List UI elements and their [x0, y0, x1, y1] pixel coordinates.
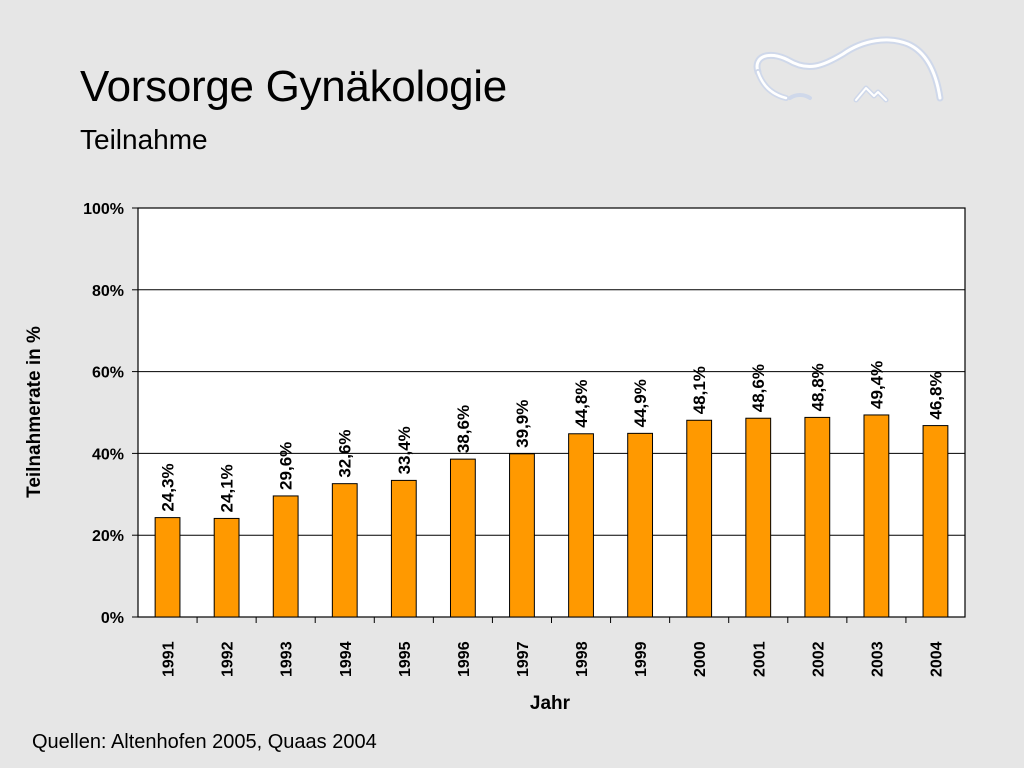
bar: [686, 419, 713, 618]
y-tick-label: 20%: [92, 528, 124, 545]
plot-area: [137, 207, 966, 618]
wave-logo-icon: [753, 36, 944, 103]
bar: [272, 495, 299, 618]
x-tick-label: 1994: [338, 641, 355, 677]
bar-data-label: 39,9%: [513, 400, 532, 448]
x-tick-label: 1992: [220, 641, 237, 677]
bar: [390, 479, 417, 618]
bar-data-label: 24,1%: [218, 464, 237, 512]
bar-data-label: 33,4%: [395, 426, 414, 474]
y-tick-label: 80%: [92, 283, 124, 300]
bars: [154, 414, 949, 618]
bar: [154, 517, 181, 618]
y-tick-label: 40%: [92, 446, 124, 463]
bar-data-label: 48,6%: [749, 364, 768, 412]
bar-data-label: 49,4%: [867, 361, 886, 409]
bar: [213, 517, 240, 618]
x-tick-label: 2001: [751, 641, 768, 677]
source-note: Quellen: Altenhofen 2005, Quaas 2004: [32, 731, 377, 753]
slide-subtitle: Teilnahme: [80, 124, 208, 155]
bar: [922, 425, 949, 618]
slide-title: Vorsorge Gynäkologie: [80, 62, 507, 111]
x-tick-label: 1995: [397, 641, 414, 677]
bar-data-label: 24,3%: [159, 463, 178, 511]
bar-data-label: 29,6%: [277, 442, 296, 490]
bar-data-label: 48,8%: [808, 363, 827, 411]
x-axis-label: Jahr: [530, 693, 571, 714]
y-tick-label: 60%: [92, 365, 124, 382]
bar: [627, 432, 654, 618]
y-axis-ticks: 0% 20% 40% 60% 80% 100%: [83, 201, 138, 627]
y-tick-label: 100%: [83, 201, 124, 218]
bar: [449, 458, 476, 618]
y-axis-label: Teilnahmerate in %: [24, 326, 45, 498]
bar-data-label: 46,8%: [926, 371, 945, 419]
x-axis-ticks: 1991 1992 1993 1994 1995 1996 1997 1998 1999 2000…: [161, 617, 945, 677]
bar: [568, 433, 594, 618]
x-tick-label: 2000: [692, 641, 709, 677]
y-tick-label: 0%: [101, 610, 124, 627]
x-tick-label: 2002: [810, 641, 827, 677]
x-tick-label: 1999: [633, 641, 650, 677]
x-tick-label: 1996: [456, 641, 473, 677]
x-tick-label: 1993: [279, 641, 296, 677]
bar-data-labels: 24,3% 24,1% 29,6% 32,6% 33,4% 38,6% 39,9% 44,8%…: [159, 361, 946, 513]
bar-data-label: 44,9%: [631, 379, 650, 427]
bar-data-label: 32,6%: [336, 429, 355, 477]
bar: [863, 414, 890, 618]
bar-data-label: 44,8%: [572, 380, 591, 428]
bar: [745, 417, 772, 618]
bar: [331, 483, 358, 618]
x-tick-label: 1997: [515, 641, 532, 677]
bar-data-label: 38,6%: [454, 405, 473, 453]
x-tick-label: 1991: [161, 641, 178, 677]
x-tick-label: 2003: [869, 641, 886, 677]
bar-data-label: 48,1%: [690, 366, 709, 414]
x-tick-label: 2004: [928, 641, 945, 677]
bar: [509, 453, 535, 618]
x-tick-label: 1998: [574, 641, 591, 677]
bar: [804, 416, 831, 618]
